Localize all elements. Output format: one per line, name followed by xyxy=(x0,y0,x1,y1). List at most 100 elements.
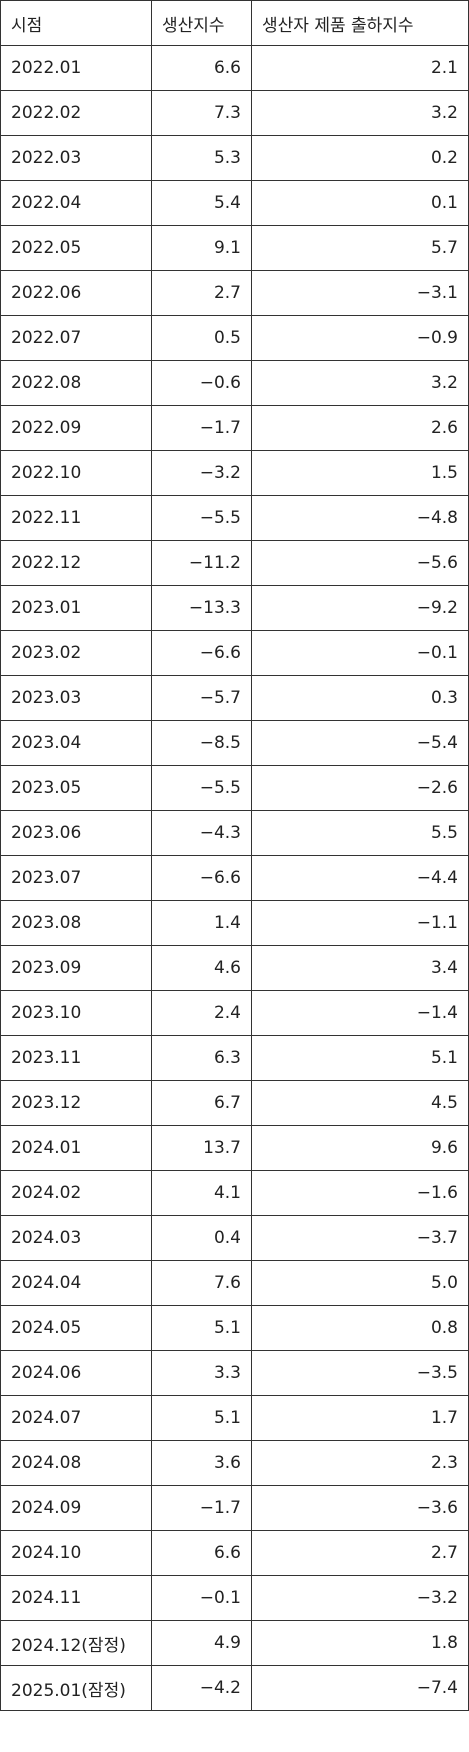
period-cell: 2023.08 xyxy=(0,900,152,946)
value-cell: 3.6 xyxy=(151,1440,252,1486)
value-cell: −3.7 xyxy=(251,1215,469,1261)
period-cell: 2024.09 xyxy=(0,1485,152,1531)
table-row: 2022.06 2.7 −3.1 xyxy=(0,270,469,316)
period-cell: 2023.01 xyxy=(0,585,152,631)
table-row: 2024.03 0.4 −3.7 xyxy=(0,1215,469,1261)
table-row: 2024.02 4.1 −1.6 xyxy=(0,1170,469,1216)
value-cell: −6.6 xyxy=(151,855,252,901)
period-cell: 2024.04 xyxy=(0,1260,152,1306)
value-cell: 4.1 xyxy=(151,1170,252,1216)
value-cell: −3.1 xyxy=(251,270,469,316)
value-cell: 5.3 xyxy=(151,135,252,181)
value-cell: 6.6 xyxy=(151,45,252,91)
value-cell: 1.4 xyxy=(151,900,252,946)
table-row: 2024.12(잠정) 4.9 1.8 xyxy=(0,1620,469,1666)
value-cell: −7.4 xyxy=(251,1665,469,1711)
table-row: 2022.04 5.4 0.1 xyxy=(0,180,469,226)
header-cell: 시점 xyxy=(0,0,152,46)
value-cell: −5.4 xyxy=(251,720,469,766)
table-row: 2022.10 −3.2 1.5 xyxy=(0,450,469,496)
table-row: 2023.07 −6.6 −4.4 xyxy=(0,855,469,901)
value-cell: 6.6 xyxy=(151,1530,252,1576)
table-row: 2024.09 −1.7 −3.6 xyxy=(0,1485,469,1531)
value-cell: 2.3 xyxy=(251,1440,469,1486)
data-table: 시점 생산지수 생산자 제품 출하지수 2022.01 6.6 2.1 2022.02 7.… xyxy=(0,0,469,1711)
value-cell: −9.2 xyxy=(251,585,469,631)
period-cell: 2024.06 xyxy=(0,1350,152,1396)
table-body: 2022.01 6.6 2.1 2022.02 7.3 3.2 2022.03 5.3 0.2 2… xyxy=(0,45,469,1711)
value-cell: 1.7 xyxy=(251,1395,469,1441)
value-cell: 4.6 xyxy=(151,945,252,991)
value-cell: −5.7 xyxy=(151,675,252,721)
value-cell: 1.5 xyxy=(251,450,469,496)
table-row: 2023.11 6.3 5.1 xyxy=(0,1035,469,1081)
table-row: 2023.08 1.4 −1.1 xyxy=(0,900,469,946)
table-row: 2024.08 3.6 2.3 xyxy=(0,1440,469,1486)
period-cell: 2022.12 xyxy=(0,540,152,586)
value-cell: −4.4 xyxy=(251,855,469,901)
table-row: 2025.01(잠정) −4.2 −7.4 xyxy=(0,1665,469,1711)
value-cell: −13.3 xyxy=(151,585,252,631)
value-cell: 13.7 xyxy=(151,1125,252,1171)
table-row: 2023.02 −6.6 −0.1 xyxy=(0,630,469,676)
value-cell: −1.7 xyxy=(151,1485,252,1531)
value-cell: −2.6 xyxy=(251,765,469,811)
period-cell: 2023.05 xyxy=(0,765,152,811)
value-cell: 0.3 xyxy=(251,675,469,721)
table-row: 2022.03 5.3 0.2 xyxy=(0,135,469,181)
value-cell: 2.4 xyxy=(151,990,252,1036)
period-cell: 2022.03 xyxy=(0,135,152,181)
period-cell: 2022.06 xyxy=(0,270,152,316)
period-cell: 2022.09 xyxy=(0,405,152,451)
value-cell: −3.6 xyxy=(251,1485,469,1531)
value-cell: 2.7 xyxy=(251,1530,469,1576)
value-cell: 5.1 xyxy=(251,1035,469,1081)
table-row: 2023.09 4.6 3.4 xyxy=(0,945,469,991)
value-cell: −0.1 xyxy=(251,630,469,676)
period-cell: 2023.06 xyxy=(0,810,152,856)
table-row: 2022.05 9.1 5.7 xyxy=(0,225,469,271)
value-cell: 1.8 xyxy=(251,1620,469,1666)
period-cell: 2022.08 xyxy=(0,360,152,406)
value-cell: 5.4 xyxy=(151,180,252,226)
period-cell: 2022.02 xyxy=(0,90,152,136)
value-cell: 6.7 xyxy=(151,1080,252,1126)
value-cell: −5.5 xyxy=(151,495,252,541)
period-cell: 2023.12 xyxy=(0,1080,152,1126)
table-row: 2023.03 −5.7 0.3 xyxy=(0,675,469,721)
period-cell: 2022.07 xyxy=(0,315,152,361)
table-row: 2024.06 3.3 −3.5 xyxy=(0,1350,469,1396)
table-row: 2024.05 5.1 0.8 xyxy=(0,1305,469,1351)
period-cell: 2023.02 xyxy=(0,630,152,676)
period-cell: 2025.01(잠정) xyxy=(0,1665,152,1711)
value-cell: 0.5 xyxy=(151,315,252,361)
table-row: 2024.10 6.6 2.7 xyxy=(0,1530,469,1576)
value-cell: −0.9 xyxy=(251,315,469,361)
value-cell: −3.2 xyxy=(151,450,252,496)
period-cell: 2024.12(잠정) xyxy=(0,1620,152,1666)
value-cell: −1.1 xyxy=(251,900,469,946)
value-cell: 0.2 xyxy=(251,135,469,181)
period-cell: 2022.01 xyxy=(0,45,152,91)
period-cell: 2022.11 xyxy=(0,495,152,541)
period-cell: 2024.03 xyxy=(0,1215,152,1261)
value-cell: −5.5 xyxy=(151,765,252,811)
value-cell: −4.3 xyxy=(151,810,252,856)
value-cell: 5.1 xyxy=(151,1395,252,1441)
table-row: 2022.11 −5.5 −4.8 xyxy=(0,495,469,541)
table-row: 2022.08 −0.6 3.2 xyxy=(0,360,469,406)
value-cell: −11.2 xyxy=(151,540,252,586)
table-row: 2024.04 7.6 5.0 xyxy=(0,1260,469,1306)
value-cell: −1.6 xyxy=(251,1170,469,1216)
period-cell: 2024.01 xyxy=(0,1125,152,1171)
period-cell: 2023.09 xyxy=(0,945,152,991)
table-row: 2022.09 −1.7 2.6 xyxy=(0,405,469,451)
value-cell: 9.6 xyxy=(251,1125,469,1171)
period-cell: 2024.10 xyxy=(0,1530,152,1576)
value-cell: 7.3 xyxy=(151,90,252,136)
period-cell: 2023.03 xyxy=(0,675,152,721)
value-cell: 0.4 xyxy=(151,1215,252,1261)
value-cell: −4.8 xyxy=(251,495,469,541)
value-cell: −4.2 xyxy=(151,1665,252,1711)
